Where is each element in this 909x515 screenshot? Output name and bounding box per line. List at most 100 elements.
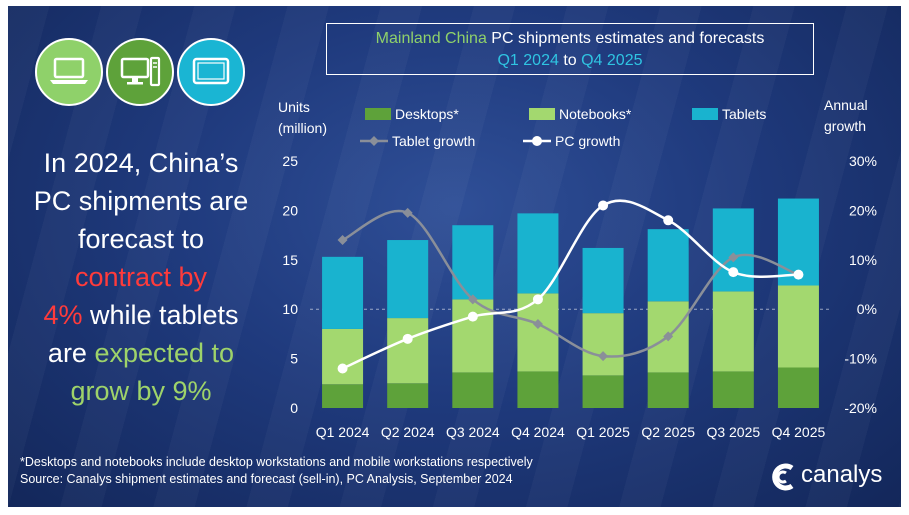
bar-desktops [517,371,559,408]
legend-marker [532,136,542,146]
headline-line: In 2024, China’s [43,148,239,178]
laptop-icon [35,38,103,106]
title-end: Q4 2025 [581,52,643,69]
bar-tablets [322,256,364,329]
title-region: Mainland China [375,30,487,47]
headline-text: while tablets [82,300,239,330]
headline-line: are expected to [22,334,260,372]
chart-title: Mainland China PC shipments estimates an… [326,23,814,75]
headline-line: forecast to [77,224,205,254]
y2-tick-label: 10% [849,252,877,268]
bar-desktops [387,383,429,408]
source-line: Source: Canalys shipment estimates and f… [20,472,513,486]
bar-tablets [452,225,494,300]
title-to: to [558,52,582,69]
pc-growth-point [793,269,804,280]
bar-tablets [712,208,754,292]
y-tick-label: 15 [282,252,298,268]
y-tick-label: 20 [282,202,298,218]
bar-tablets [647,229,689,302]
footnote-line: *Desktops and notebooks include desktop … [20,455,533,469]
title-line-1: Mainland China PC shipments estimates an… [327,28,813,50]
y2-tick-label: 0% [857,301,877,317]
x-tick-label: Q3 2025 [706,424,760,440]
pc-growth-point [598,200,609,211]
y-axis-label: Units [278,99,310,115]
tablet-growth-point [598,351,609,362]
legend-label: Tablet growth [392,133,475,149]
pc-growth-point [532,294,543,305]
y-axis-label: (million) [278,120,327,136]
infographic-panel: In 2024, China’s PC shipments are foreca… [8,6,901,507]
bar-notebooks [712,291,754,372]
y2-tick-label: 30% [849,153,877,169]
footnote: *Desktops and notebooks include desktop … [20,454,533,488]
headline-text-green: expected to [94,338,235,368]
headline-line: 4% while tablets [22,296,260,334]
tablet-growth-point [728,252,739,263]
title-line-2: Q1 2024 to Q4 2025 [327,50,813,72]
bar-desktops [322,384,364,408]
y2-axis-label: Annual [824,97,868,113]
headline: In 2024, China’s PC shipments are foreca… [22,144,260,410]
bar-tablets [387,240,429,319]
tablet-growth-point [337,235,348,246]
headline-text: are [47,338,95,368]
y2-tick-label: -10% [844,351,877,367]
y2-tick-label: -20% [844,400,877,416]
tablet-icon [177,38,245,106]
pc-growth-point [467,311,478,322]
x-tick-label: Q3 2024 [446,424,500,440]
bar-tablets [582,247,624,314]
tablet-growth-point [532,319,543,330]
tablet-growth-point [663,331,674,342]
tablet-growth-point [467,294,478,305]
legend-swatch [365,108,391,120]
x-tick-label: Q2 2024 [381,424,435,440]
pc-growth-point [663,215,674,226]
legend-label: Tablets [722,106,766,122]
bar-tablets [517,213,559,294]
legend-label: PC growth [555,133,620,149]
y-tick-label: 10 [282,301,298,317]
pc-growth-point [728,267,739,278]
bar-desktops [452,372,494,408]
bar-notebooks [452,299,494,373]
chart: 0 5 10 15 20 25 -20% -10% 0% 10% 20% 30% Units (milli… [278,97,877,440]
bar-notebooks [322,328,364,385]
bar-desktops [582,375,624,408]
headline-line: PC shipments are [33,186,249,216]
bar-desktops [777,367,819,408]
title-text: PC shipments estimates and forecasts [486,30,765,47]
y-tick-label: 5 [290,351,298,367]
canalys-logo-icon [772,463,794,491]
tablet-growth-point [402,207,413,218]
x-tick-label: Q4 2024 [511,424,565,440]
x-tick-label: Q1 2024 [316,424,370,440]
headline-percent-red: 4% [43,300,83,330]
x-tick-label: Q1 2025 [576,424,630,440]
legend-label: Notebooks* [559,106,632,122]
pc-growth-point [402,333,413,344]
bar-desktops [647,372,689,408]
pc-growth-point [337,363,348,374]
title-start: Q1 2024 [497,52,559,69]
legend-label: Desktops* [395,106,459,122]
y2-tick-label: 20% [849,202,877,218]
pc-growth-line [342,199,799,370]
bar-notebooks [777,285,819,368]
legend-marker [369,136,379,146]
x-tick-label: Q4 2025 [772,424,826,440]
y-tick-label: 25 [282,153,298,169]
bar-notebooks [582,313,624,376]
desktop-icon [106,38,174,106]
tablet-growth-line [341,209,799,358]
headline-line-green: grow by 9% [70,376,212,406]
canalys-logo-text: canalys [801,461,883,488]
legend-swatch [529,108,555,120]
headline-line-red: contract by [74,262,208,292]
legend-swatch [692,108,718,120]
bar-notebooks [387,318,429,384]
bar-desktops [712,371,754,408]
